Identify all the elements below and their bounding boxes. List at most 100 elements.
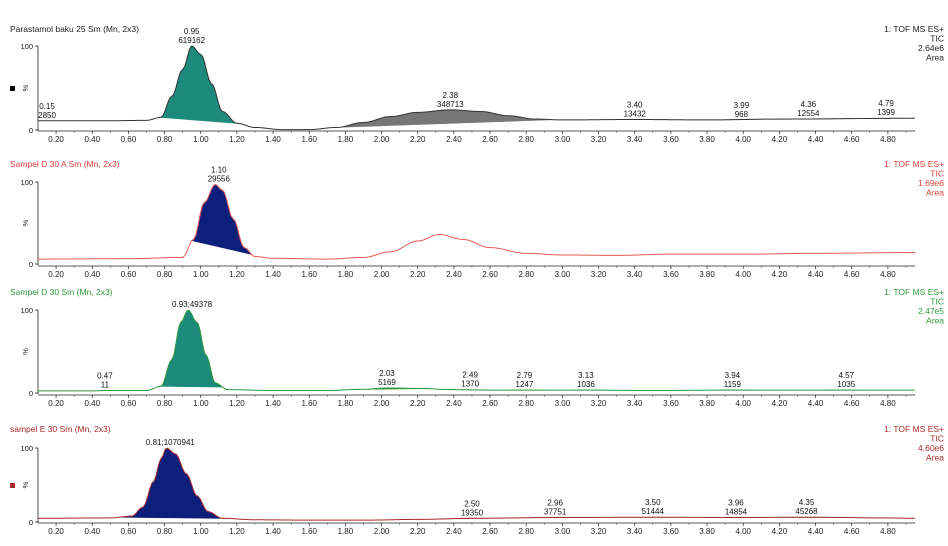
peak-rt-label: 3.94 xyxy=(725,371,741,380)
y-tick-label: 0 xyxy=(29,260,33,269)
peak-area-label: 1247 xyxy=(516,380,534,389)
y-tick-label: 0 xyxy=(29,518,33,527)
peak-area-fill-1 xyxy=(118,448,228,519)
y-axis-label: % xyxy=(21,481,30,488)
x-tick-label: 3.40 xyxy=(627,135,643,144)
y-tick-label: 100 xyxy=(20,444,33,453)
panel-title: sampel E 30 Sm (Mn, 2x3) xyxy=(10,424,111,434)
info-line-4: Area xyxy=(926,53,944,63)
x-tick-label: 4.40 xyxy=(808,399,824,408)
peak-rt-label: 2.50 xyxy=(464,499,480,508)
info-line-4: Area xyxy=(926,316,944,326)
x-tick-label: 1.20 xyxy=(229,135,245,144)
x-tick-label: 0.60 xyxy=(121,270,137,279)
x-tick-label: 0.40 xyxy=(84,527,100,536)
peak-area-fill-2 xyxy=(336,109,554,128)
chromatogram-trace xyxy=(38,183,915,260)
x-tick-label: 0.80 xyxy=(157,135,173,144)
peak-rt-label: 0.95 xyxy=(184,27,200,36)
x-tick-label: 2.60 xyxy=(482,135,498,144)
x-tick-label: 1.40 xyxy=(265,270,281,279)
x-tick-label: 1.00 xyxy=(193,135,209,144)
peak-rt-label: 4.35 xyxy=(799,498,815,507)
peak-area-label: 19350 xyxy=(461,508,484,517)
peak-area-label: 1035 xyxy=(837,380,855,389)
x-tick-label: 2.40 xyxy=(446,270,462,279)
x-tick-label: 3.00 xyxy=(555,399,571,408)
peak-rt-label: 2.03 xyxy=(379,369,395,378)
x-tick-label: 1.80 xyxy=(338,135,354,144)
peak-area-label: 14854 xyxy=(725,508,748,517)
y-axis-label: % xyxy=(21,348,30,355)
peak-area-label: 45268 xyxy=(795,507,818,516)
x-tick-label: 4.80 xyxy=(880,399,896,408)
y-axis-label: % xyxy=(21,219,30,226)
x-tick-label: 3.00 xyxy=(555,135,571,144)
panel-title: Sampel D 30 Sm (Mn, 2x3) xyxy=(10,287,113,297)
x-tick-label: 4.00 xyxy=(735,270,751,279)
peak-area-label: 51444 xyxy=(642,507,665,516)
peak-area-label: 13432 xyxy=(624,110,647,119)
peak-label: 0.93;49378 xyxy=(172,300,213,309)
x-tick-label: 2.60 xyxy=(482,527,498,536)
x-tick-label: 3.80 xyxy=(699,135,715,144)
x-tick-label: 1.20 xyxy=(229,527,245,536)
peak-area-label: 12554 xyxy=(797,109,820,118)
x-tick-label: 1.20 xyxy=(229,399,245,408)
peak-rt-label: 0.15 xyxy=(39,102,55,111)
panel-title: Parastamol baku 25 Sm (Mn, 2x3) xyxy=(10,24,139,34)
x-tick-label: 3.40 xyxy=(627,527,643,536)
x-tick-label: 3.20 xyxy=(591,399,607,408)
info-line-1: 1: TOF MS ES+ xyxy=(884,159,944,169)
x-tick-label: 4.40 xyxy=(808,527,824,536)
x-tick-label: 2.80 xyxy=(518,527,534,536)
peak-rt-label: 4.79 xyxy=(878,99,894,108)
x-tick-label: 2.80 xyxy=(518,270,534,279)
peak-rt-label: 2.79 xyxy=(517,371,533,380)
x-tick-label: 4.20 xyxy=(772,399,788,408)
x-tick-label: 2.00 xyxy=(374,527,390,536)
x-tick-label: 1.40 xyxy=(265,399,281,408)
trace-marker xyxy=(10,86,15,91)
info-line-1: 1: TOF MS ES+ xyxy=(884,424,944,434)
x-tick-label: 0.80 xyxy=(157,399,173,408)
peak-area-fill-1 xyxy=(191,184,252,255)
y-tick-label: 0 xyxy=(29,126,33,135)
x-tick-label: 3.20 xyxy=(591,527,607,536)
x-tick-label: 3.20 xyxy=(591,270,607,279)
peak-area-label: 11 xyxy=(101,381,110,390)
peak-area-fill-1 xyxy=(160,309,224,388)
info-line-3: 4.60e6 xyxy=(918,443,944,453)
x-tick-label: 0.40 xyxy=(84,399,100,408)
x-tick-label: 1.60 xyxy=(301,135,317,144)
peak-area-label: 1399 xyxy=(877,108,895,117)
x-tick-label: 3.40 xyxy=(627,399,643,408)
x-tick-label: 4.40 xyxy=(808,270,824,279)
x-tick-label: 0.60 xyxy=(121,399,137,408)
x-tick-label: 3.60 xyxy=(663,527,679,536)
info-line-4: Area xyxy=(926,188,944,198)
chromatogram-trace xyxy=(38,447,916,521)
x-tick-label: 4.20 xyxy=(772,270,788,279)
info-line-1: 1: TOF MS ES+ xyxy=(884,24,944,34)
peak-rt-label: 3.13 xyxy=(578,371,594,380)
peak-area-label: 619162 xyxy=(178,36,205,45)
x-tick-label: 1.80 xyxy=(338,399,354,408)
y-axis-label: % xyxy=(21,84,30,91)
y-tick-label: 100 xyxy=(20,42,33,51)
x-tick-label: 2.40 xyxy=(446,527,462,536)
peak-rt-label: 1.10 xyxy=(211,165,227,174)
info-line-3: 2.47e5 xyxy=(918,306,944,316)
peak-rt-label: 2.38 xyxy=(442,91,458,100)
x-tick-label: 2.80 xyxy=(518,135,534,144)
x-tick-label: 0.40 xyxy=(84,135,100,144)
x-tick-label: 1.80 xyxy=(338,527,354,536)
peak-rt-label: 4.36 xyxy=(801,100,817,109)
x-tick-label: 2.00 xyxy=(374,135,390,144)
x-tick-label: 3.80 xyxy=(699,527,715,536)
x-tick-label: 0.20 xyxy=(48,527,64,536)
x-tick-label: 0.20 xyxy=(48,399,64,408)
peak-rt-label: 2.96 xyxy=(547,499,563,508)
x-tick-label: 3.80 xyxy=(699,270,715,279)
x-tick-label: 4.60 xyxy=(844,399,860,408)
